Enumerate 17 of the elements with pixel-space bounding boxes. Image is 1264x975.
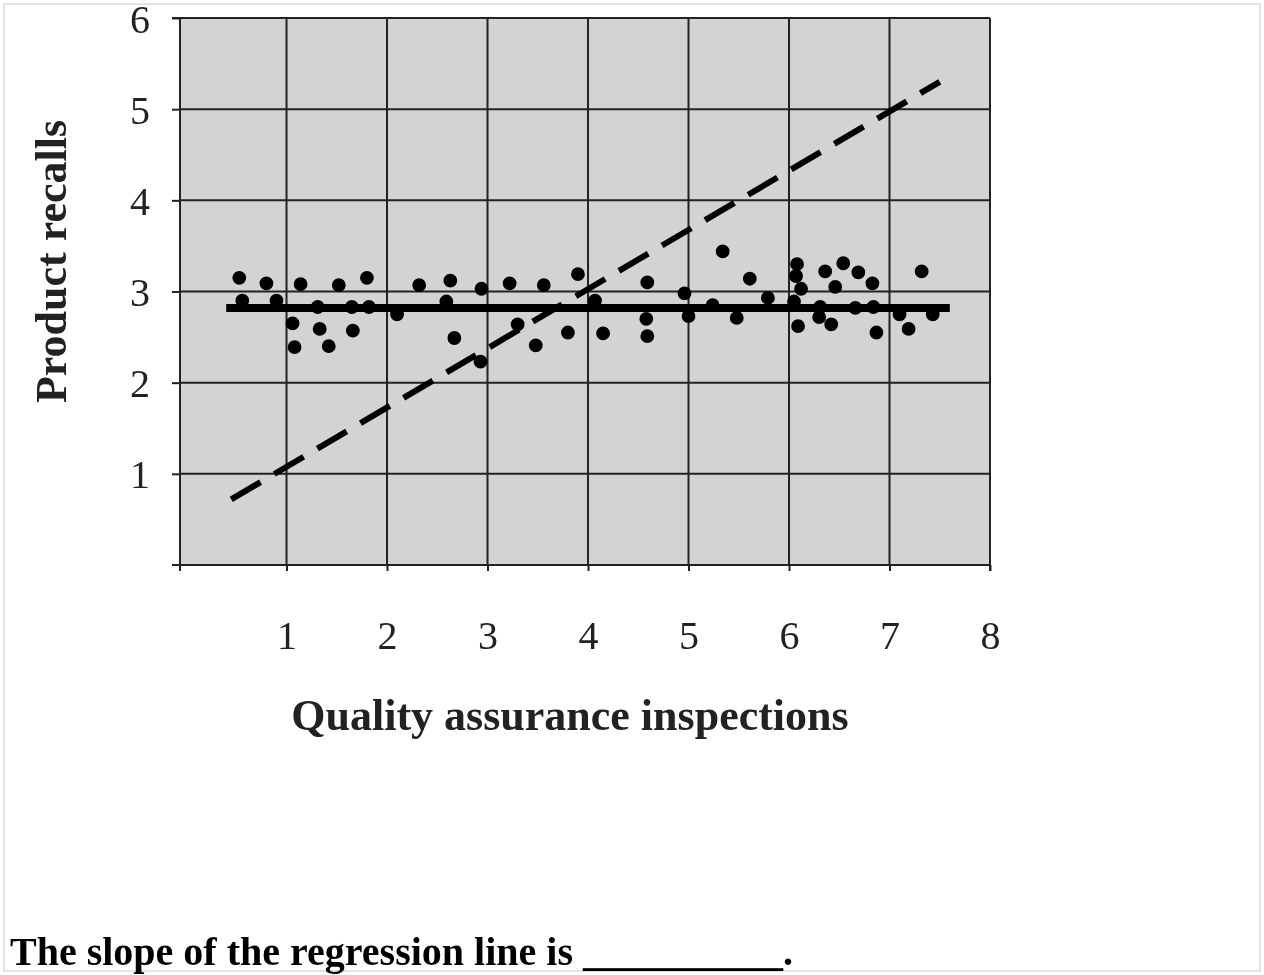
x-tick-label: 7 [880, 613, 900, 659]
x-tick-label: 5 [679, 613, 700, 659]
x-tick-label: 8 [980, 613, 1001, 659]
x-tick-label: 3 [478, 613, 499, 659]
y-tick-label: 6 [130, 0, 150, 42]
y-tick-label: 2 [130, 361, 150, 407]
y-tick-label: 5 [130, 87, 150, 133]
text: The slope of the regression line is __________. [10, 929, 793, 974]
y-tick-label: 4 [130, 178, 150, 224]
x-tick-label: 1 [277, 613, 298, 659]
x-axis-title: Quality assurance inspections [291, 691, 849, 740]
x-tick-label: 2 [377, 613, 398, 659]
y-tick-label: 1 [130, 452, 150, 498]
y-tick-label: 3 [130, 270, 150, 315]
y-axis-title: Product recalls [27, 119, 76, 404]
x-tick-label: 4 [578, 613, 599, 659]
x-tick-label: 6 [779, 613, 800, 659]
